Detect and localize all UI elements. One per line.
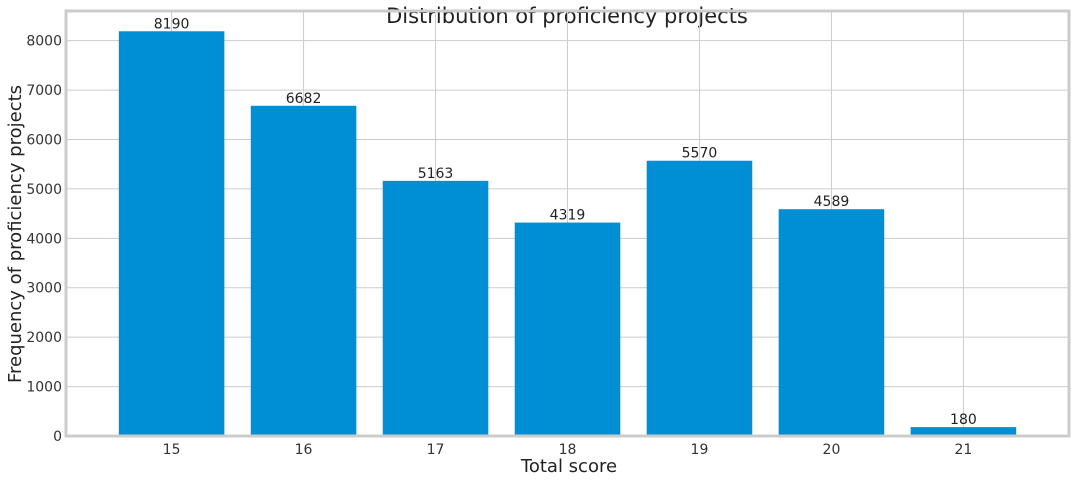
x-tick-label: 17	[427, 442, 445, 458]
x-axis-ticks: 15 16 17 18 19 20 21	[163, 442, 973, 458]
y-tick-label: 3000	[26, 281, 62, 297]
bar-16	[250, 105, 357, 436]
bar-18	[514, 222, 621, 436]
data-label-19: 5570	[682, 146, 718, 162]
plot-frame	[64, 9, 1071, 438]
data-label-18: 4319	[550, 208, 586, 224]
y-tick-label: 2000	[26, 330, 62, 346]
y-axis-label: Frequency of proficiency projects	[5, 85, 26, 383]
data-label-17: 5163	[418, 166, 454, 182]
bar-20	[778, 209, 885, 436]
bar-17	[382, 180, 489, 436]
data-label-20: 4589	[814, 194, 850, 210]
x-tick-label: 15	[163, 442, 181, 458]
x-tick-label: 18	[559, 442, 577, 458]
y-tick-label: 0	[53, 429, 62, 445]
y-tick-label: 8000	[26, 34, 62, 50]
bars: 8190 6682 5163 4319 5570 4589 180	[118, 16, 1017, 436]
y-tick-label: 6000	[26, 132, 62, 148]
y-tick-label: 1000	[26, 380, 62, 396]
data-label-15: 8190	[154, 16, 190, 32]
y-tick-label: 7000	[26, 83, 62, 99]
bar-15	[118, 31, 225, 436]
bar-21	[910, 427, 1017, 436]
x-axis-label: Total score	[520, 456, 617, 477]
data-label-21: 180	[950, 412, 977, 428]
y-axis-ticks: 0 1000 2000 3000 4000 5000 6000 7000 8000	[26, 34, 62, 445]
x-tick-label: 19	[691, 442, 709, 458]
x-tick-label: 21	[955, 442, 973, 458]
y-tick-label: 5000	[26, 182, 62, 198]
bar-19	[646, 160, 753, 436]
x-tick-label: 16	[295, 442, 313, 458]
data-label-16: 6682	[286, 91, 322, 107]
x-tick-label: 20	[823, 442, 841, 458]
y-tick-label: 4000	[26, 231, 62, 247]
